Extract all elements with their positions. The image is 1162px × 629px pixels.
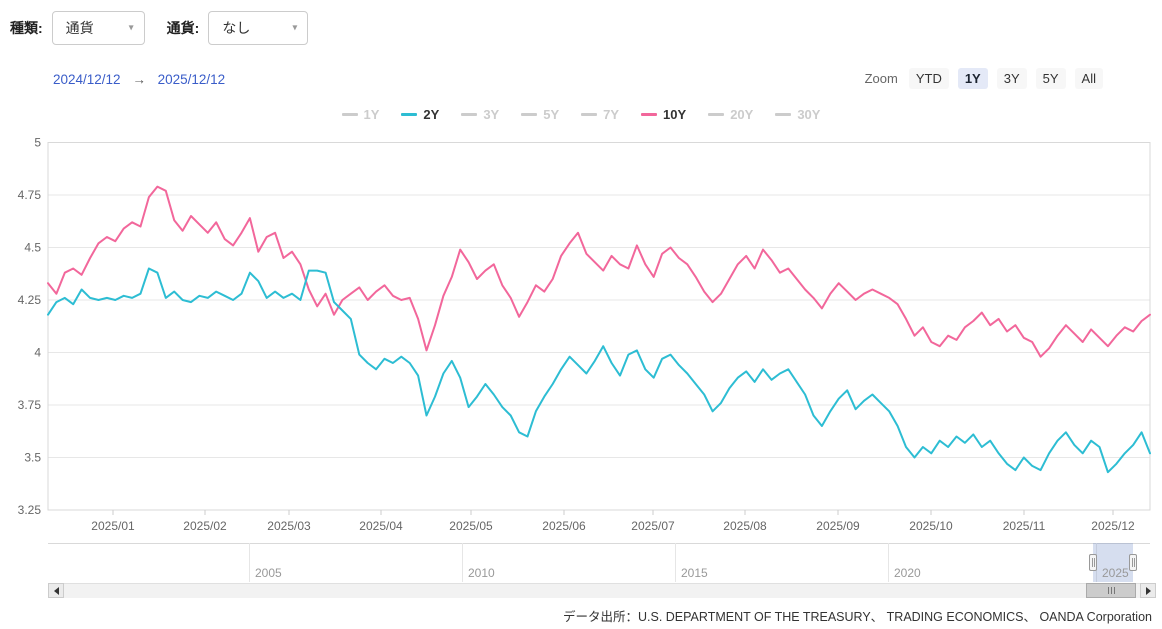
scrollbar-track[interactable] [64,583,1140,598]
navigator-selected-range[interactable] [1093,543,1133,582]
scrollbar-left-button[interactable] [48,583,64,598]
zoom-button-all[interactable]: All [1074,68,1103,89]
series-line-2y[interactable] [47,267,1151,474]
zoom-controls: Zoom YTD 1Y 3Y 5Y All [865,68,1103,89]
date-range: 2024/12/12 → 2025/12/12 [53,72,225,87]
currency-select[interactable]: なし ▾ [208,11,309,45]
zoom-label: Zoom [864,71,898,86]
legend-marker [461,113,478,116]
navigator-year-label: 2005 [255,566,282,580]
x-axis-label: 2025/06 [542,519,586,533]
legend-label: 2Y [423,107,440,122]
x-axis-label: 2025/02 [183,519,227,533]
chevron-down-icon: ▾ [128,22,134,34]
zoom-button-3y[interactable]: 3Y [996,68,1027,89]
legend-label: 1Y [363,107,380,122]
type-select-value: 通貨 [65,20,94,36]
navigator-gridline [249,543,250,582]
arrow-right-icon: → [132,72,146,87]
date-range-end[interactable]: 2025/12/12 [157,72,226,87]
yield-chart: 5 4.75 4.5 4.25 4 3.75 3.5 3.25 2025/01 2025/02 20… [18,136,1151,533]
scrollbar-right-button[interactable] [1140,583,1156,598]
navigator-top-border [48,543,1150,544]
legend-marker [401,113,418,116]
arrow-left-icon [53,586,59,595]
navigator-gridline [675,543,676,582]
legend-item-30y[interactable]: 30Y [775,107,820,122]
date-range-start[interactable]: 2024/12/12 [53,72,121,87]
x-axis-label: 2025/03 [267,519,311,533]
x-axis-label: 2025/10 [909,519,953,533]
arrow-right-icon [1145,586,1151,595]
type-select-label: 種類: [10,20,43,36]
legend-label: 20Y [730,107,754,122]
legend: 1Y 2Y 3Y 5Y 7Y 10Y 20Y 30Y [0,107,1162,122]
zoom-button-5y[interactable]: 5Y [1035,68,1066,89]
x-axis-label: 2025/01 [91,519,135,533]
navigator-year-label: 2015 [681,566,708,580]
toolbar: 種類: 通貨 ▾ 通貨: なし ▾ [10,10,309,46]
legend-marker [641,113,658,116]
navigator-year-label: 2020 [894,566,921,580]
legend-marker [521,113,538,116]
legend-label: 3Y [483,107,500,122]
navigator-gridline [888,543,889,582]
x-axis-label: 2025/05 [449,519,493,533]
type-select[interactable]: 通貨 ▾ [51,11,145,45]
x-axis-label: 2025/12 [1091,519,1135,533]
legend-label: 30Y [797,107,821,122]
y-axis-label: 4 [34,346,41,360]
scrollbar-thumb[interactable] [1086,583,1136,598]
series-line-10y[interactable] [47,185,1151,358]
y-axis-label: 3.75 [18,398,42,412]
legend-item-1y[interactable]: 1Y [341,107,380,122]
legend-label: 7Y [603,107,620,122]
x-axis-label: 2025/04 [359,519,403,533]
legend-item-20y[interactable]: 20Y [708,107,753,122]
legend-label: 10Y [663,107,687,122]
legend-item-7y[interactable]: 7Y [581,107,619,122]
navigator-year-label: 2025 [1102,566,1129,580]
legend-item-10y[interactable]: 10Y [641,107,686,122]
legend-marker [581,113,598,116]
y-axis-label: 4.75 [18,188,42,202]
plot-border [47,142,1151,511]
legend-item-2y[interactable]: 2Y [401,107,439,122]
currency-select-label: 通貨: [166,20,200,36]
x-axis-label: 2025/08 [723,519,767,533]
data-source-attribution: データ出所：U.S. DEPARTMENT OF THE TREASURY、 T… [563,610,1152,624]
y-axis-label: 3.5 [24,451,41,465]
legend-label: 5Y [543,107,560,122]
zoom-button-1y[interactable]: 1Y [957,68,988,89]
navigator-right-handle[interactable] [1129,554,1137,571]
legend-item-3y[interactable]: 3Y [461,107,499,122]
navigator-gridline [462,543,463,582]
y-axis-label: 5 [34,136,41,150]
currency-select-value: なし [222,20,251,36]
scrollbar[interactable] [48,583,1160,598]
legend-item-5y[interactable]: 5Y [521,107,559,122]
navigator-left-handle[interactable] [1089,554,1097,571]
y-axis-label: 4.5 [24,241,41,255]
legend-marker [708,113,725,116]
legend-marker [341,113,358,116]
navigator[interactable]: 2005 2010 2015 2020 2025 [0,543,1162,582]
chevron-down-icon: ▾ [292,22,298,34]
legend-marker [775,113,792,116]
x-axis-label: 2025/07 [631,519,675,533]
zoom-button-ytd[interactable]: YTD [908,68,949,89]
navigator-year-label: 2010 [468,566,495,580]
x-axis-label: 2025/09 [816,519,860,533]
x-axis-label: 2025/11 [1003,519,1046,533]
y-axis-label: 3.25 [18,503,42,517]
y-axis-label: 4.25 [18,293,42,307]
